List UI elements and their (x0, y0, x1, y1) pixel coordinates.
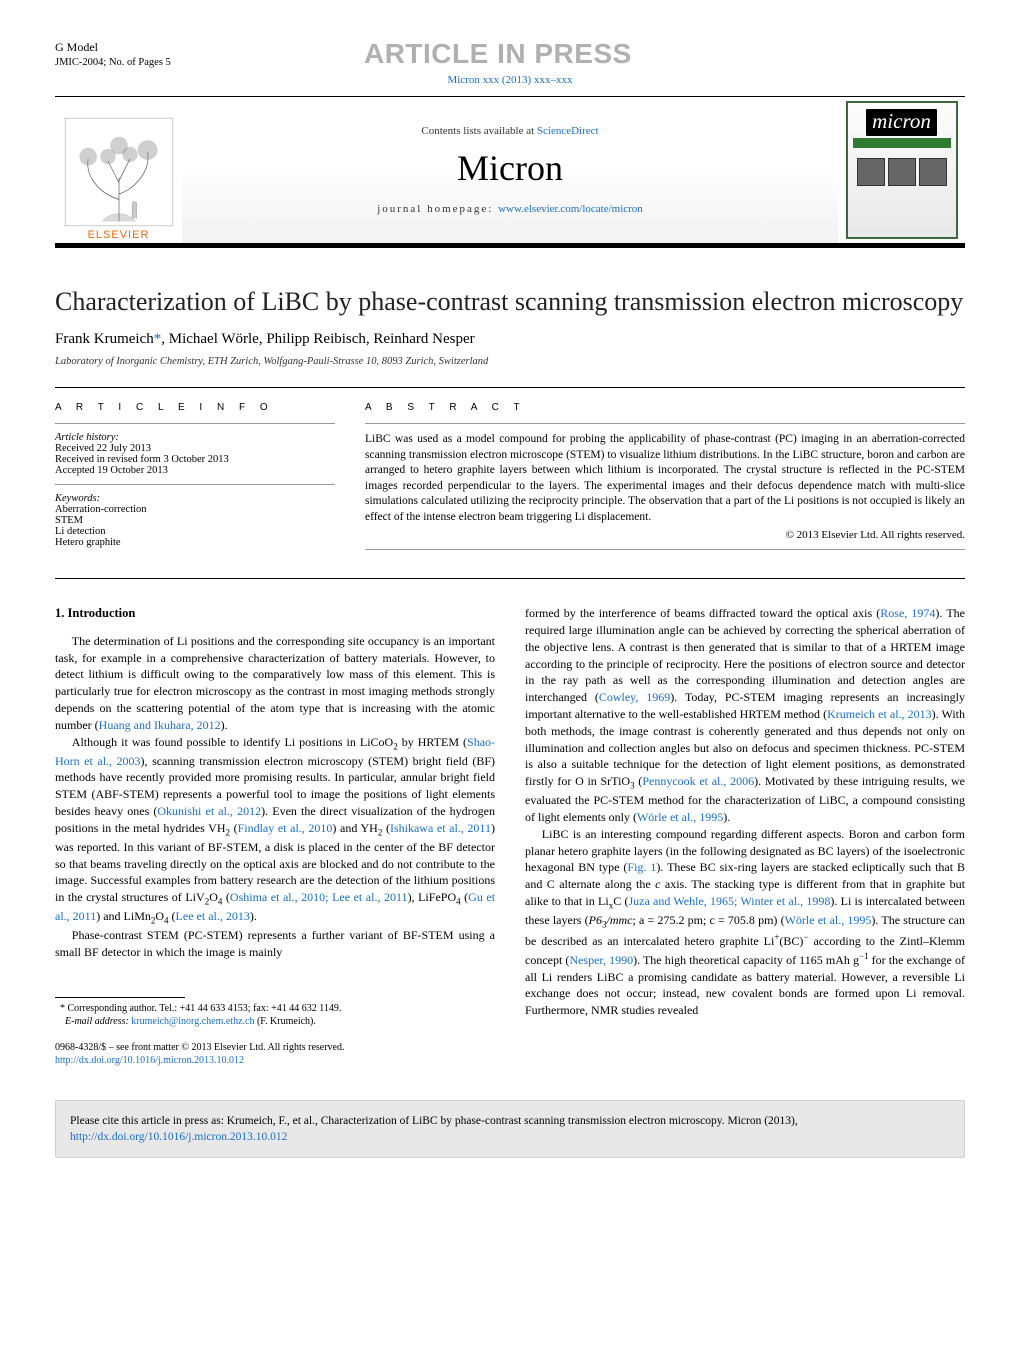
elsevier-tree-icon (64, 117, 174, 227)
doi-line: http://dx.doi.org/10.1016/j.micron.2013.… (55, 1054, 495, 1068)
copyright: © 2013 Elsevier Ltd. All rights reserved… (365, 529, 965, 541)
cite-link[interactable]: Rose, 1974 (880, 606, 935, 620)
cover-thumb (919, 158, 947, 186)
cite-link[interactable]: Oshima et al., 2010; Lee et al., 2011 (230, 890, 408, 904)
cite-link[interactable]: Wörle et al., 1995 (785, 913, 872, 927)
body-columns: 1. Introduction The determination of Li … (55, 605, 965, 1067)
rule (55, 578, 965, 579)
citation-box: Please cite this article in press as: Kr… (55, 1100, 965, 1158)
paragraph: The determination of Li positions and th… (55, 633, 495, 734)
cite-link[interactable]: Krumeich et al., 2013 (827, 707, 932, 721)
divider (55, 484, 335, 485)
email-footnote: E-mail address: krumeich@inorg.chem.ethz… (55, 1015, 495, 1029)
homepage-link[interactable]: www.elsevier.com/locate/micron (498, 203, 643, 215)
history-item: Accepted 19 October 2013 (55, 465, 335, 476)
citation-doi-link[interactable]: http://dx.doi.org/10.1016/j.micron.2013.… (70, 1131, 287, 1143)
section-head-1: 1. Introduction (55, 605, 495, 623)
article-info-head: a r t i c l e i n f o (55, 402, 335, 413)
affiliation: Laboratory of Inorganic Chemistry, ETH Z… (55, 356, 965, 367)
contents-line: Contents lists available at ScienceDirec… (421, 125, 598, 137)
article-info: a r t i c l e i n f o Article history: R… (55, 402, 335, 558)
cite-link[interactable]: Juza and Wehle, 1965; Winter et al., 199… (628, 894, 830, 908)
article-info-row: a r t i c l e i n f o Article history: R… (55, 402, 965, 558)
cite-link[interactable]: Cowley, 1969 (599, 690, 670, 704)
rule (55, 387, 965, 388)
cite-link[interactable]: Wörle et al., 1995 (637, 810, 723, 824)
abstract-head: a b s t r a c t (365, 402, 965, 413)
cover-thumb (888, 158, 916, 186)
citation-text: Please cite this article in press as: Kr… (70, 1115, 798, 1127)
gmodel-block: G Model JMIC-2004; No. of Pages 5 (55, 40, 171, 69)
cover-thumbs (857, 158, 947, 186)
issue-link[interactable]: Micron xxx (2013) xxx–xxx (55, 74, 965, 86)
cover-strip (853, 138, 951, 148)
keyword: STEM (55, 515, 335, 526)
fig-link[interactable]: Fig. 1 (627, 860, 656, 874)
sciencedirect-link[interactable]: ScienceDirect (537, 125, 599, 137)
cite-link[interactable]: Pennycook et al., 2006 (642, 774, 754, 788)
history-item: Received 22 July 2013 (55, 443, 335, 454)
abstract-block: a b s t r a c t LiBC was used as a model… (365, 402, 965, 558)
keyword: Aberration-correction (55, 504, 335, 515)
cite-link[interactable]: Huang and Ikuhara, 2012 (99, 718, 221, 732)
publisher-logo-block: ELSEVIER (55, 97, 182, 243)
homepage-prefix: journal homepage: (377, 203, 498, 215)
history-item: Received in revised form 3 October 2013 (55, 454, 335, 465)
journal-cover: micron (846, 101, 958, 239)
gmodel-line1: G Model (55, 40, 171, 56)
author-1: Frank Krumeich (55, 331, 154, 347)
cite-link[interactable]: Findlay et al., 2010 (238, 821, 333, 835)
journal-name: Micron (457, 147, 563, 189)
paragraph: Phase-contrast STEM (PC-STEM) represents… (55, 927, 495, 961)
issn-line: 0968-4328/$ – see front matter © 2013 El… (55, 1041, 495, 1055)
keyword: Hetero graphite (55, 537, 335, 548)
paragraph: Although it was found possible to identi… (55, 734, 495, 928)
divider (365, 423, 965, 424)
divider (55, 423, 335, 424)
abstract-text: LiBC was used as a model compound for pr… (365, 432, 965, 525)
contents-prefix: Contents lists available at (421, 125, 536, 137)
gmodel-line2: JMIC-2004; No. of Pages 5 (55, 56, 171, 70)
homepage-line: journal homepage: www.elsevier.com/locat… (377, 203, 643, 215)
page-header: G Model JMIC-2004; No. of Pages 5 ARTICL… (55, 40, 965, 70)
cover-title: micron (866, 109, 937, 136)
article-title: Characterization of LiBC by phase-contra… (55, 286, 965, 317)
keyword: Li detection (55, 526, 335, 537)
email-link[interactable]: krumeich@inorg.chem.ethz.ch (131, 1016, 254, 1027)
cite-link[interactable]: Nesper, 1990 (569, 953, 633, 967)
doi-link[interactable]: http://dx.doi.org/10.1016/j.micron.2013.… (55, 1055, 244, 1066)
history-label: Article history: (55, 432, 335, 443)
footnote-block: * Corresponding author. Tel.: +41 44 633… (55, 997, 495, 1068)
masthead: ELSEVIER Contents lists available at Sci… (55, 96, 965, 248)
cite-link[interactable]: Lee et al., 2013 (176, 909, 250, 923)
journal-cover-block: micron (838, 97, 965, 243)
paragraph: LiBC is an interesting compound regardin… (525, 826, 965, 1019)
cite-link[interactable]: Okunishi et al., 2012 (157, 804, 261, 818)
authors: Frank Krumeich*, Michael Wörle, Philipp … (55, 331, 965, 348)
article-in-press: ARTICLE IN PRESS (171, 38, 825, 70)
keywords-label: Keywords: (55, 493, 335, 504)
cover-thumb (857, 158, 885, 186)
authors-rest: , Michael Wörle, Philipp Reibisch, Reinh… (161, 331, 474, 347)
corresponding-footnote: * Corresponding author. Tel.: +41 44 633… (55, 1002, 495, 1016)
footnote-rule (55, 997, 185, 998)
publisher-name: ELSEVIER (88, 229, 150, 241)
divider (365, 549, 965, 550)
cite-link[interactable]: Ishikawa et al., 2011 (390, 821, 491, 835)
masthead-center: Contents lists available at ScienceDirec… (182, 97, 838, 243)
paragraph: formed by the interference of beams diff… (525, 605, 965, 826)
